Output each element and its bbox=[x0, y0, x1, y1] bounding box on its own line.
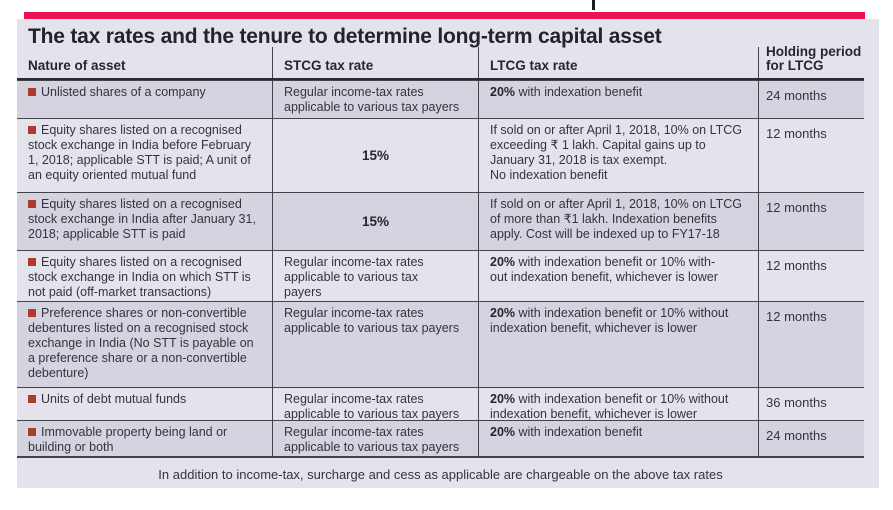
holding-cell: 12 months bbox=[758, 193, 864, 250]
ltcg-cell: 20% with indexation benefit or 10% witho… bbox=[478, 302, 758, 387]
asset-text: Immovable property being land or buildin… bbox=[28, 425, 228, 454]
ltcg-rate-bold: 20% bbox=[490, 392, 516, 406]
table-header-row: Nature of asset STCG tax rate LTCG tax r… bbox=[17, 45, 864, 80]
bullet-icon bbox=[28, 258, 36, 266]
header-holding-period: Holding period for LTCG bbox=[758, 45, 864, 78]
ltcg-cell: 20% with indexation benefit or 10% with-… bbox=[478, 251, 758, 301]
ltcg-rate-bold: 20% bbox=[490, 255, 516, 269]
stcg-cell: Regular income-tax rates applicable to v… bbox=[272, 302, 478, 387]
table-row: Preference shares or non-convertible deb… bbox=[17, 301, 864, 387]
holding-cell: 12 months bbox=[758, 251, 864, 301]
tax-table: Nature of asset STCG tax rate LTCG tax r… bbox=[17, 45, 864, 458]
holding-cell: 36 months bbox=[758, 388, 864, 420]
stcg-cell: Regular income-tax rates applicable to v… bbox=[272, 251, 478, 301]
ltcg-text: with indexation benefit or 10% without i… bbox=[490, 306, 729, 335]
header-stcg-tax-rate: STCG tax rate bbox=[272, 47, 478, 78]
ltcg-text: If sold on or after April 1, 2018, 10% o… bbox=[490, 123, 742, 182]
asset-cell: Immovable property being land or buildin… bbox=[17, 421, 272, 456]
header-nature-of-asset: Nature of asset bbox=[28, 58, 126, 73]
ltcg-rate-bold: 20% bbox=[490, 85, 516, 99]
ltcg-rate-bold: 20% bbox=[490, 425, 516, 439]
ltcg-text: with indexation benefit or 10% with- out… bbox=[490, 255, 718, 284]
bullet-icon bbox=[28, 309, 36, 317]
header-ltcg-tax-rate: LTCG tax rate bbox=[478, 47, 758, 78]
asset-text: Equity shares listed on a recognised sto… bbox=[28, 197, 256, 241]
ltcg-cell: If sold on or after April 1, 2018, 10% o… bbox=[478, 193, 758, 250]
asset-text: Units of debt mutual funds bbox=[41, 392, 187, 406]
footnote: In addition to income-tax, surcharge and… bbox=[158, 467, 723, 482]
stcg-cell: Regular income-tax rates applicable to v… bbox=[272, 421, 478, 456]
asset-text: Unlisted shares of a company bbox=[41, 85, 206, 99]
table-row: Equity shares listed on a recognised sto… bbox=[17, 250, 864, 301]
ltcg-text: with indexation benefit bbox=[515, 85, 643, 99]
ltcg-text: with indexation benefit or 10% without i… bbox=[490, 392, 729, 420]
table-row: Equity shares listed on a recognised sto… bbox=[17, 118, 864, 192]
asset-cell: Equity shares listed on a recognised sto… bbox=[17, 251, 272, 301]
page-title: The tax rates and the tenure to determin… bbox=[28, 25, 662, 48]
holding-cell: 12 months bbox=[758, 119, 864, 192]
ltcg-text: with indexation benefit bbox=[515, 425, 643, 439]
holding-cell: 24 months bbox=[758, 81, 864, 118]
ltcg-cell: 20% with indexation benefit bbox=[478, 81, 758, 118]
asset-cell: Unlisted shares of a company bbox=[17, 81, 272, 118]
crop-mark bbox=[592, 0, 595, 10]
holding-cell: 12 months bbox=[758, 302, 864, 387]
accent-bar bbox=[24, 12, 865, 19]
ltcg-cell: 20% with indexation benefit or 10% witho… bbox=[478, 388, 758, 420]
stcg-cell: Regular income-tax rates applicable to v… bbox=[272, 388, 478, 420]
asset-cell: Equity shares listed on a recognised sto… bbox=[17, 119, 272, 192]
bullet-icon bbox=[28, 88, 36, 96]
ltcg-rate-bold: 20% bbox=[490, 306, 516, 320]
ltcg-text: If sold on or after April 1, 2018, 10% o… bbox=[490, 197, 742, 241]
ltcg-cell: 20% with indexation benefit bbox=[478, 421, 758, 456]
holding-cell: 24 months bbox=[758, 421, 864, 456]
ltcg-cell: If sold on or after April 1, 2018, 10% o… bbox=[478, 119, 758, 192]
asset-text: Equity shares listed on a recognised sto… bbox=[28, 123, 252, 182]
stcg-cell: Regular income-tax rates applicable to v… bbox=[272, 81, 478, 118]
asset-text: Equity shares listed on a recognised sto… bbox=[28, 255, 251, 299]
bullet-icon bbox=[28, 200, 36, 208]
bullet-icon bbox=[28, 428, 36, 436]
infographic-panel: The tax rates and the tenure to determin… bbox=[17, 19, 879, 488]
table-row: Immovable property being land or buildin… bbox=[17, 420, 864, 458]
asset-cell: Preference shares or non-convertible deb… bbox=[17, 302, 272, 387]
table-row: Units of debt mutual funds Regular incom… bbox=[17, 387, 864, 420]
asset-cell: Equity shares listed on a recognised sto… bbox=[17, 193, 272, 250]
asset-text: Preference shares or non-convertible deb… bbox=[28, 306, 254, 380]
stcg-cell: 15% bbox=[272, 119, 478, 192]
bullet-icon bbox=[28, 126, 36, 134]
table-row: Unlisted shares of a company Regular inc… bbox=[17, 80, 864, 118]
asset-cell: Units of debt mutual funds bbox=[17, 388, 272, 420]
table-row: Equity shares listed on a recognised sto… bbox=[17, 192, 864, 250]
bullet-icon bbox=[28, 395, 36, 403]
stcg-cell: 15% bbox=[272, 193, 478, 250]
